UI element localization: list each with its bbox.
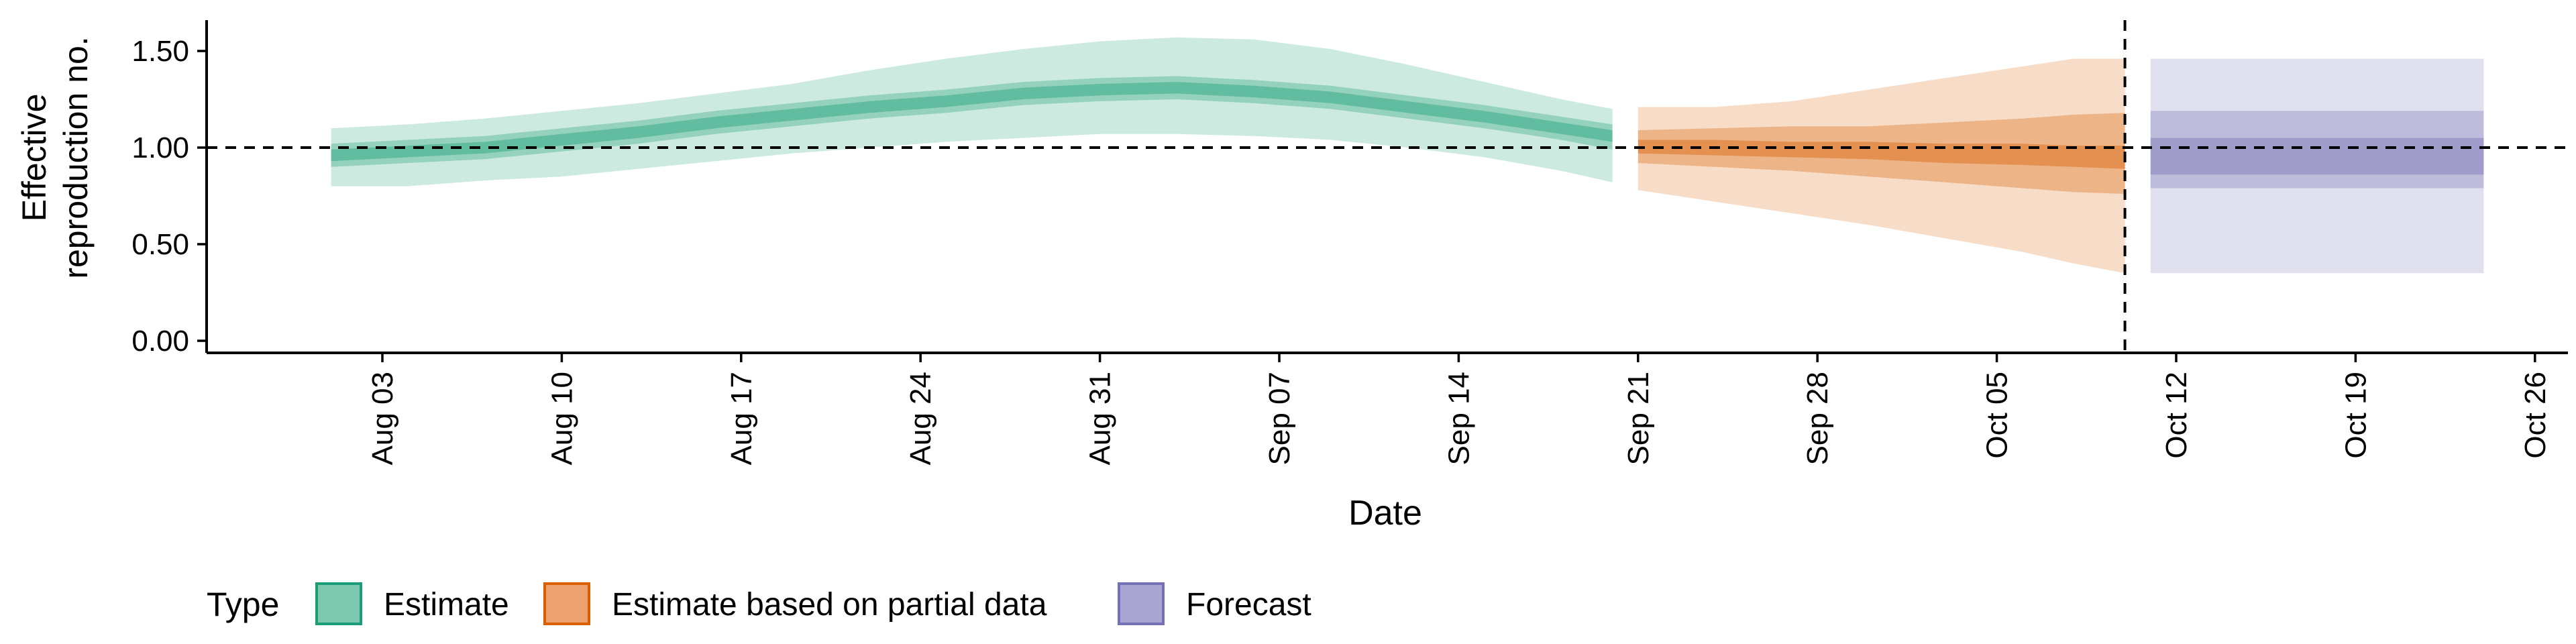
- y-axis-title: Effective reproduction no.: [15, 36, 95, 278]
- bands-layer: [331, 37, 2484, 274]
- legend-key-estimate: [315, 582, 362, 625]
- band-90-forecast: [2150, 58, 2484, 274]
- y-axis-ticks: 0.00 0.50 1.00 1.50: [131, 35, 207, 358]
- band-20-estimate-based-on-partial-data: [1638, 140, 2125, 169]
- band-50-estimate: [331, 76, 1613, 167]
- x-tick-label: Oct 26: [2519, 372, 2552, 459]
- y-tick-label: 1.50: [131, 35, 189, 68]
- series-forecast: [2150, 58, 2484, 274]
- y-axis-title-line2: reproduction no.: [57, 36, 95, 278]
- legend-label-estimate: Estimate: [384, 587, 509, 623]
- legend-title: Type: [207, 586, 279, 623]
- series-estimate: [331, 37, 1613, 186]
- band-20-estimate: [331, 82, 1613, 162]
- legend-key-partial-estimate: [543, 582, 590, 625]
- axes: [205, 20, 2568, 354]
- y-tick-label: 1.00: [131, 131, 189, 164]
- x-tick-label: Oct 05: [1981, 372, 2014, 459]
- legend-key-forecast: [1118, 582, 1165, 625]
- x-tick-label: Oct 12: [2160, 372, 2193, 459]
- x-tick-label: Aug 03: [366, 372, 399, 465]
- y-tick-label: 0.50: [131, 228, 189, 261]
- band-20-forecast: [2150, 138, 2484, 175]
- band-50-forecast: [2150, 111, 2484, 189]
- legend: Type Estimate Estimate based on partial …: [207, 582, 1311, 625]
- x-tick-label: Aug 10: [545, 372, 578, 465]
- x-tick-label: Aug 17: [725, 372, 758, 465]
- x-axis-title: Date: [1348, 494, 1422, 533]
- legend-label-partial-estimate: Estimate based on partial data: [612, 587, 1047, 623]
- x-tick-label: Aug 24: [904, 372, 937, 465]
- x-axis-ticks: Aug 03 Aug 10 Aug 17 Aug 24 Aug 31 Sep 07 Sep …: [366, 353, 2552, 465]
- x-tick-label: Sep 07: [1263, 372, 1296, 465]
- band-50-estimate-based-on-partial-data: [1638, 113, 2125, 195]
- y-tick-label: 0.00: [131, 325, 189, 358]
- band-90-estimate-based-on-partial-data: [1638, 58, 2125, 274]
- series-estimate-based-on-partial-data: [1638, 58, 2125, 274]
- x-tick-label: Sep 21: [1622, 372, 1655, 465]
- x-tick-label: Aug 31: [1084, 372, 1117, 465]
- legend-label-forecast: Forecast: [1186, 587, 1311, 623]
- x-tick-label: Sep 28: [1801, 372, 1834, 465]
- x-tick-label: Sep 14: [1442, 372, 1475, 465]
- band-90-estimate: [331, 37, 1613, 186]
- x-tick-label: Oct 19: [2339, 372, 2372, 459]
- y-axis-title-line1: Effective: [15, 94, 53, 222]
